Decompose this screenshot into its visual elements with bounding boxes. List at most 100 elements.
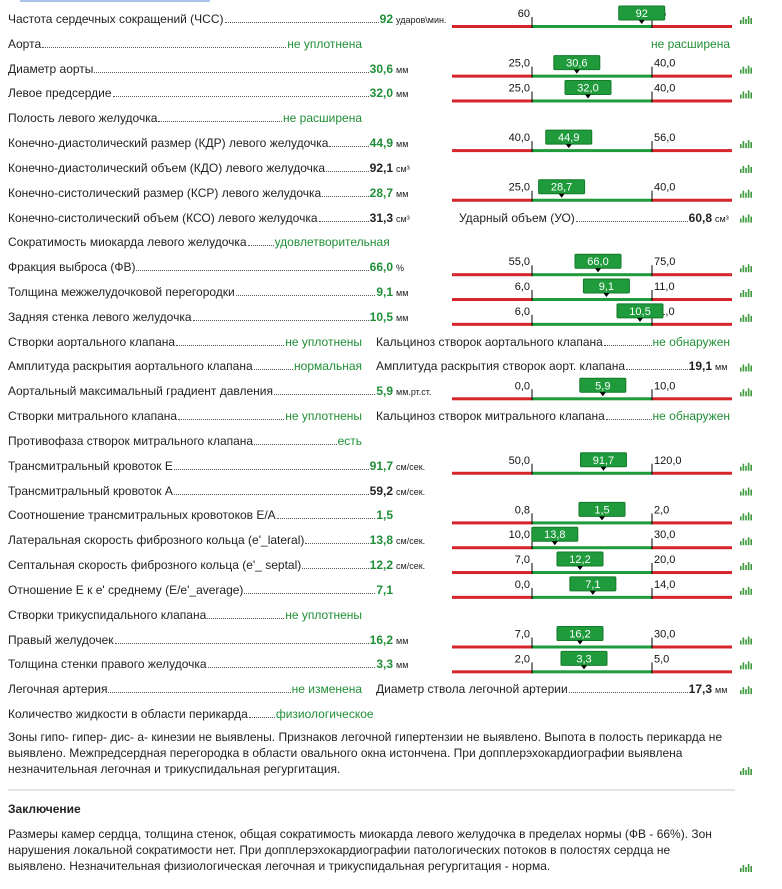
gauge-low: 2,0 bbox=[515, 653, 530, 665]
unit: см/сек. bbox=[396, 461, 426, 472]
unit: см/сек. bbox=[396, 561, 426, 572]
leader bbox=[626, 369, 688, 371]
label: Правый желудочек bbox=[8, 632, 114, 647]
chart-icon-bar bbox=[747, 164, 750, 173]
status: не уплотнена bbox=[287, 36, 362, 51]
status: не расширена bbox=[651, 36, 730, 51]
chart-icon-bar bbox=[747, 487, 750, 496]
unit: мм bbox=[396, 139, 409, 150]
chart-icon-bar bbox=[742, 463, 745, 471]
status: физиологическое bbox=[275, 706, 374, 721]
chart-icon-bar bbox=[750, 216, 752, 223]
label: Створки аортального клапана bbox=[8, 334, 176, 349]
unit: мм bbox=[396, 312, 409, 323]
gauge-pointer bbox=[638, 20, 645, 24]
gauge-low: 40,0 bbox=[509, 132, 530, 144]
label: Амплитуда раскрытия створок аорт. клапан… bbox=[376, 359, 626, 374]
gauge-pointer bbox=[599, 392, 606, 397]
gauge-norm-zone bbox=[532, 397, 652, 401]
leader bbox=[273, 394, 376, 396]
gauge-marker-value: 92 bbox=[636, 8, 648, 20]
gauge-norm-zone bbox=[532, 298, 652, 302]
chart-icon-bar bbox=[742, 215, 745, 223]
row-main: Трансмитральный кровоток A 59,2 bbox=[8, 484, 393, 498]
chart-icon-bar bbox=[747, 661, 750, 670]
gauge-high: 5,0 bbox=[654, 653, 669, 665]
chart-icon-bar bbox=[740, 541, 742, 546]
gauge-high: 20,0 bbox=[654, 554, 675, 566]
status: не уплотнены bbox=[285, 409, 362, 424]
gauge-high: 40,0 bbox=[654, 182, 675, 194]
label: Частота сердечных сокращений (ЧСС) bbox=[8, 12, 224, 26]
status: не уплотнены bbox=[285, 334, 362, 349]
label: Соотношение трансмитральных кровотоков E… bbox=[8, 508, 276, 523]
gauge-low: 25,0 bbox=[509, 182, 530, 194]
row: Створки аортального клапана не уплотнены bbox=[8, 335, 362, 349]
gauge-high: 11,0 bbox=[654, 281, 675, 293]
row-right-main: не расширена bbox=[376, 37, 730, 51]
chart-icon-bar bbox=[750, 166, 752, 173]
chart-icon-bar bbox=[750, 92, 752, 99]
chart-icon-bar bbox=[745, 391, 747, 397]
gauge-low-zone bbox=[452, 670, 532, 674]
label: Диаметр аорты bbox=[8, 61, 94, 76]
status: не обнаружен bbox=[652, 334, 730, 349]
chart-icon-bar bbox=[745, 167, 747, 173]
gauge-pointer bbox=[551, 541, 558, 546]
row: Конечно-диастолический объем (КДО) левог… bbox=[8, 161, 410, 176]
chart-icon-bar bbox=[745, 192, 747, 198]
row: Полость левого желудочка не расширена bbox=[8, 111, 362, 125]
label: Конечно-систолический объем (КСО) левого… bbox=[8, 210, 318, 225]
row: Трансмитральный кровоток E 91,7 см/сек. bbox=[8, 459, 425, 474]
label: Левое предсердие bbox=[8, 86, 112, 101]
leader bbox=[603, 344, 652, 346]
gauge-norm-zone bbox=[532, 25, 652, 28]
gauge-low-zone bbox=[452, 645, 532, 649]
chart-icon-bar bbox=[750, 390, 752, 397]
leader bbox=[192, 319, 369, 321]
unit: мм bbox=[715, 362, 728, 373]
row-main: Количество жидкости в области перикарда ф… bbox=[8, 707, 374, 721]
gauge-low-zone bbox=[452, 25, 532, 28]
chart-icon-bar bbox=[745, 316, 747, 322]
gauge-marker-value: 3,3 bbox=[576, 653, 591, 665]
row-main: Диаметр аорты 30,6 bbox=[8, 62, 393, 76]
label: Толщина стенки правого желудочка bbox=[8, 657, 207, 672]
gauge-low-zone bbox=[452, 198, 532, 202]
gauge-norm-zone bbox=[532, 471, 652, 475]
leader bbox=[329, 146, 369, 148]
gauge-low-zone bbox=[452, 99, 532, 103]
value: 66,0 bbox=[369, 260, 393, 275]
chart-icon-bar bbox=[740, 268, 742, 273]
gauge-high-zone bbox=[652, 322, 732, 326]
gauge-marker-value: 9,1 bbox=[599, 281, 614, 293]
value: 16,2 bbox=[369, 632, 393, 647]
chart-icon-bar bbox=[750, 638, 752, 645]
leader bbox=[108, 692, 291, 694]
chart-icon-bar bbox=[747, 586, 750, 595]
gauge-low: 0,0 bbox=[515, 579, 530, 591]
gauge-high-zone bbox=[652, 397, 732, 401]
gauge-pointer bbox=[577, 640, 583, 645]
gauge-low: 25,0 bbox=[509, 82, 530, 94]
gauge-high-zone bbox=[652, 273, 732, 277]
chart-icon-bar bbox=[750, 142, 752, 149]
gauge-high: 30,0 bbox=[654, 529, 675, 541]
label: Латеральная скорость фиброзного кольца (… bbox=[8, 533, 305, 548]
chart-icon-bar bbox=[745, 689, 747, 695]
chart-icon-bar bbox=[740, 590, 742, 595]
gauge-high-zone bbox=[652, 546, 732, 550]
row-main: Аортальный максимальный градиент давлени… bbox=[8, 384, 393, 398]
value: 44,9 bbox=[369, 136, 393, 151]
chart-icon-bar bbox=[740, 317, 742, 322]
row-main: Сократимость миокарда левого желудочка уд… bbox=[8, 235, 390, 249]
value: 10,5 bbox=[369, 309, 393, 324]
chart-icon-bar bbox=[742, 91, 745, 99]
row: Трансмитральный кровоток A 59,2 см/сек. bbox=[8, 484, 425, 499]
label: Конечно-систолический размер (КСР) левог… bbox=[8, 185, 322, 200]
gauge-pointer bbox=[595, 268, 601, 273]
row: Амплитуда раскрытия аортального клапана н… bbox=[8, 359, 362, 373]
chart-icon-bar bbox=[742, 66, 745, 74]
chart-icon-bar bbox=[747, 289, 750, 298]
gauge-pointer bbox=[637, 317, 643, 322]
